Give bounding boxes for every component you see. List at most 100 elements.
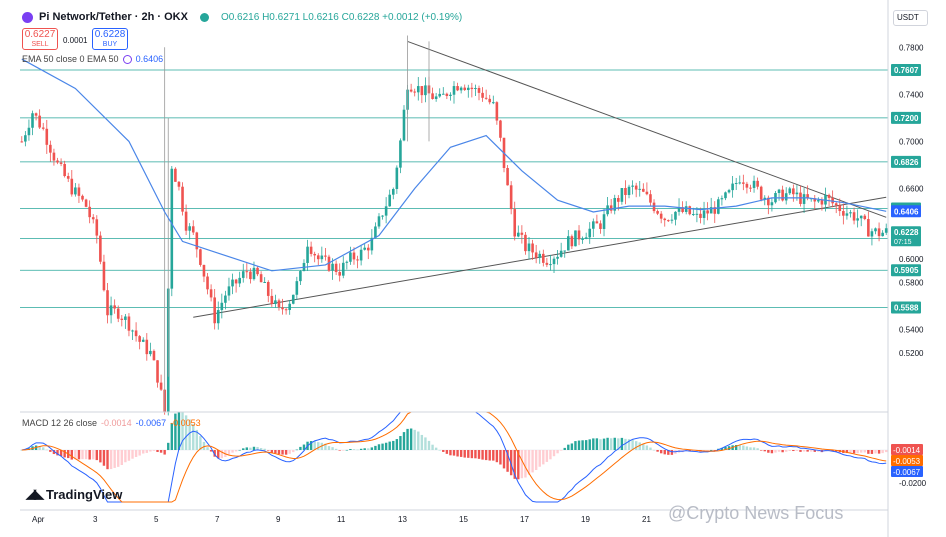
macd-histogram-bar — [781, 450, 784, 453]
chart-header: Pi Network/Tether · 2h · OKX O0.6216 H0.… — [22, 8, 462, 26]
macd-histogram-bar — [63, 450, 66, 458]
candle-body — [838, 205, 842, 212]
candle-body — [34, 113, 38, 116]
macd-histogram-bar — [292, 450, 295, 453]
macd-histogram-bar — [599, 439, 602, 450]
candle-body — [59, 162, 63, 164]
ema-50-line — [21, 58, 887, 272]
level-tag — [891, 264, 921, 277]
macd-histogram-bar — [484, 450, 488, 461]
candle-body — [595, 221, 599, 224]
macd-histogram-bar — [467, 450, 470, 458]
candle-body — [713, 207, 717, 214]
macd-histogram-bar — [724, 446, 727, 450]
candle-body — [216, 310, 220, 324]
macd-histogram-bar — [831, 450, 834, 452]
sell-button[interactable]: 0.6227 SELL — [22, 28, 58, 50]
macd-histogram-bar — [492, 450, 495, 461]
macd-histogram-bar — [577, 440, 581, 450]
macd-histogram-bar — [645, 445, 649, 450]
candle-body — [516, 232, 520, 237]
candle-body — [120, 318, 124, 320]
macd-histogram-bar — [159, 450, 163, 453]
candle-body — [874, 228, 877, 232]
symbol-title[interactable]: Pi Network/Tether · 2h · OKX — [39, 11, 188, 23]
macd-histogram-bar — [342, 450, 345, 451]
macd-histogram-bar — [613, 437, 616, 450]
macd-histogram-bar — [399, 436, 402, 450]
candle-body — [170, 168, 174, 289]
candle-body — [634, 185, 638, 190]
macd-histogram-bar — [438, 449, 441, 451]
candle-body — [149, 350, 152, 355]
candle-body — [152, 350, 156, 361]
candle-body — [370, 237, 374, 251]
candle-body — [116, 308, 120, 319]
candle-body — [199, 249, 202, 265]
macd-histogram-bar — [885, 450, 888, 453]
candle-body — [499, 120, 502, 138]
candle-body — [856, 218, 859, 221]
macd-histogram-bar — [777, 450, 781, 452]
macd-histogram-bar — [349, 448, 352, 450]
macd-histogram-bar — [542, 450, 545, 465]
candle-body — [613, 198, 617, 211]
candle-body — [213, 297, 216, 324]
candle-body — [224, 295, 227, 303]
macd-histogram-bar — [174, 413, 177, 450]
candle-body — [495, 102, 499, 121]
candle-body — [324, 255, 327, 257]
macd-histogram-bar — [113, 450, 116, 468]
candle-body — [74, 187, 77, 195]
macd-hist-value: -0.0014 — [101, 418, 132, 428]
candle-body — [699, 213, 702, 218]
candle-body — [656, 211, 659, 214]
ema-legend[interactable]: EMA 50 close 0 EMA 50 0.6406 — [22, 54, 163, 64]
time-tick-label: 9 — [276, 515, 281, 524]
candle-body — [281, 307, 284, 310]
candle-body — [777, 189, 781, 193]
level-tag — [891, 301, 921, 314]
ema-settings-icon[interactable] — [122, 54, 132, 64]
macd-histogram-bar — [506, 450, 509, 472]
candle-body — [602, 214, 606, 229]
candle-body — [295, 281, 299, 295]
macd-histogram-bar — [363, 448, 366, 450]
candle-body — [338, 272, 341, 276]
time-tick-label: 7 — [215, 515, 220, 524]
candle-body — [366, 247, 370, 251]
macd-histogram-bar — [817, 450, 820, 452]
price-axis[interactable]: 0.7800 0.7400 0.7000 0.6600 0.6000 0.5800 0.54… — [20, 0, 924, 537]
macd-histogram-bar — [474, 450, 477, 459]
macd-legend[interactable]: MACD 12 26 close -0.0014 -0.0067 -0.0053 — [22, 418, 201, 428]
candle-body — [692, 213, 695, 215]
macd-histogram-bar — [70, 450, 73, 460]
candle-body — [538, 253, 542, 258]
candle-body — [256, 267, 259, 275]
tradingview-logo: ◢◣ TradingView — [26, 486, 122, 502]
candle-body — [727, 190, 731, 193]
macd-histogram-bar — [617, 438, 620, 450]
currency-selector[interactable]: USDT — [893, 10, 928, 26]
macd-histogram-bar — [145, 450, 149, 453]
time-axis[interactable]: Apr 3 5 7 9 11 13 15 17 19 21 — [32, 515, 651, 524]
candle-body — [845, 213, 849, 216]
candle-body — [363, 247, 366, 250]
macd-histogram-bar — [120, 450, 124, 466]
candle-body — [581, 238, 584, 240]
macd-histogram-bar — [881, 450, 884, 454]
candle-body — [545, 262, 549, 265]
candle-body — [456, 86, 459, 91]
candle-body — [792, 188, 795, 195]
candle-body — [20, 141, 24, 143]
macd-histogram-bar — [417, 431, 420, 450]
macd-histogram-bar — [170, 423, 174, 450]
candle-body — [877, 228, 881, 237]
candle-body — [795, 192, 799, 195]
price-tick-label: 0.6600 — [899, 184, 924, 193]
macd-histogram-bar — [188, 419, 191, 450]
time-tick-label: Apr — [32, 515, 45, 524]
buy-button[interactable]: 0.6228 BUY — [92, 28, 128, 50]
candle-body — [352, 252, 356, 260]
